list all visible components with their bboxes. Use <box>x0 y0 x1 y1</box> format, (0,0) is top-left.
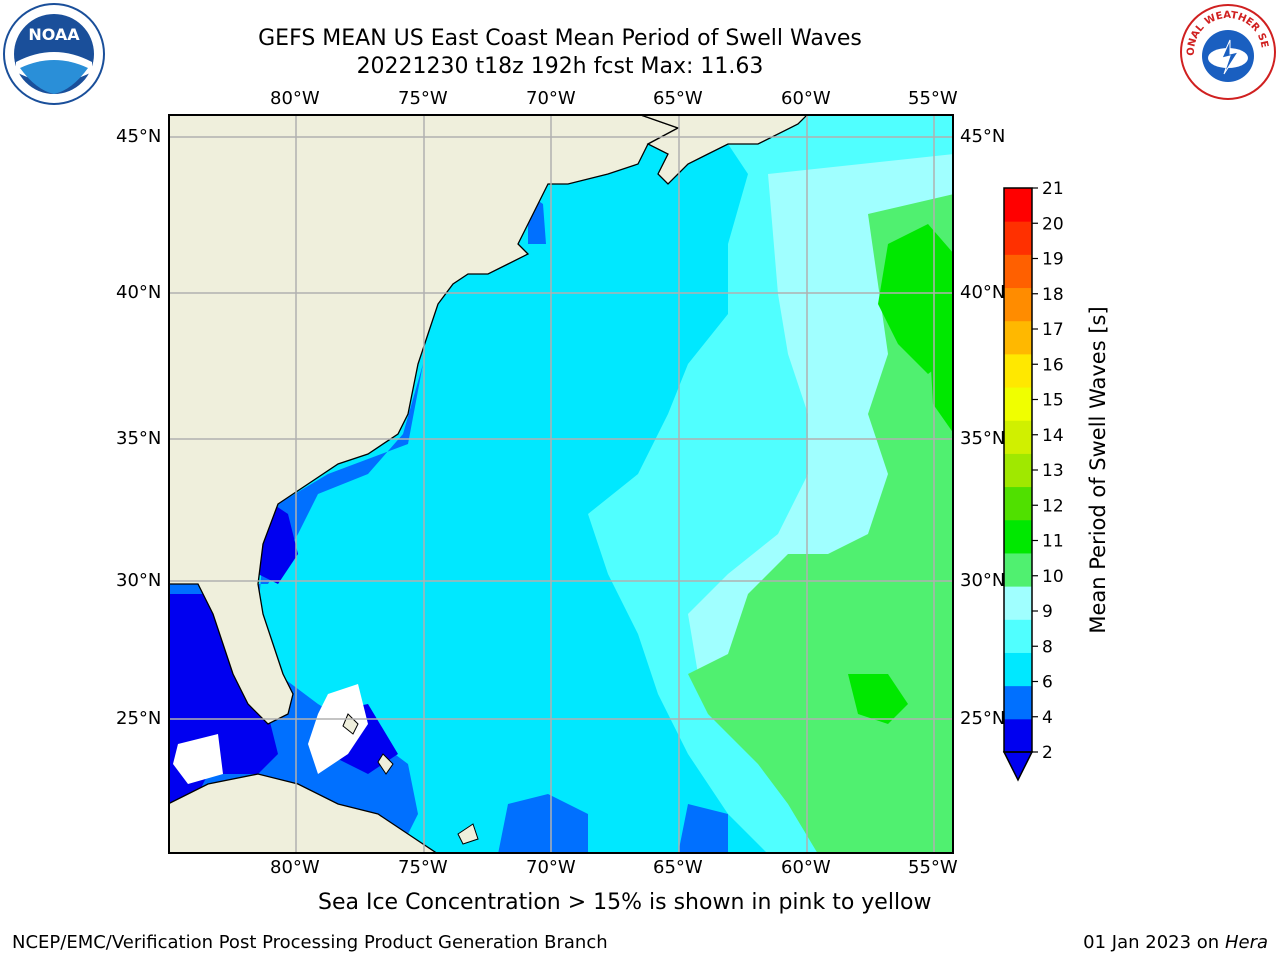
colorbar-tick-label: 4 <box>1042 708 1053 728</box>
lon-tick-top: 70°W <box>526 88 576 109</box>
colorbar-swatch <box>1004 619 1032 653</box>
no-data-area <box>308 684 368 774</box>
colorbar-ticks: 21 20 19 18 17 16 15 14 13 12 11 10 9 8 6 4 2 <box>1032 180 1064 763</box>
colorbar-tick-label: 20 <box>1042 214 1064 234</box>
colorbar-swatch <box>1004 221 1032 255</box>
lat-tick-left: 45°N <box>116 126 162 147</box>
colorbar-tick-label: 14 <box>1042 426 1064 446</box>
colorbar-swatch <box>1004 287 1032 322</box>
map-gridlines <box>168 114 954 854</box>
lon-tick-bottom: 60°W <box>781 857 831 878</box>
lon-tick-bottom: 70°W <box>526 857 576 878</box>
lon-tick-top: 80°W <box>270 88 320 109</box>
map-frame <box>168 114 954 854</box>
lon-tick-top: 60°W <box>781 88 831 109</box>
lat-tick-left: 30°N <box>116 570 162 591</box>
map-title: GEFS MEAN US East Coast Mean Period of S… <box>258 26 862 51</box>
colorbar-label: Mean Period of Swell Waves [s] <box>1086 306 1110 634</box>
lat-tick-left: 35°N <box>116 428 162 449</box>
colorbar-tick-label: 18 <box>1042 285 1064 305</box>
colorbar-swatch <box>1004 387 1032 421</box>
colorbar-tick-label: 16 <box>1042 355 1064 375</box>
lon-tick-top: 65°W <box>653 88 703 109</box>
colorbar-swatch <box>1004 718 1032 753</box>
colorbar-tick-label: 6 <box>1042 673 1053 693</box>
lat-tick-right: 30°N <box>960 570 1006 591</box>
footer-date: 01 Jan 2023 on Hera <box>1083 932 1268 953</box>
swell-period-map <box>168 114 954 854</box>
contour-2-4 <box>678 804 728 854</box>
lon-tick-top: 55°W <box>908 88 958 109</box>
colorbar-tick-label: 10 <box>1042 567 1064 587</box>
colorbar-swatch <box>1004 320 1032 355</box>
footer-credit: NCEP/EMC/Verification Post Processing Pr… <box>12 932 608 953</box>
colorbar-tick-label: 15 <box>1042 391 1064 411</box>
map-subtitle: 20221230 t18z 192h fcst Max: 11.63 <box>356 54 764 79</box>
contour-10-11 <box>848 674 908 724</box>
colorbar-swatch <box>1004 353 1032 388</box>
colorbar-swatch <box>1004 188 1032 222</box>
colorbar-swatches <box>1002 187 1034 782</box>
nws-logo: NATIONAL WEATHER SERVICE <box>1178 2 1276 100</box>
footer-host: Hera <box>1224 932 1268 953</box>
colorbar-extend-arrow <box>1002 751 1034 782</box>
lat-tick-left: 40°N <box>116 282 162 303</box>
lat-tick-right: 25°N <box>960 708 1006 729</box>
colorbar-tick-label: 9 <box>1042 602 1053 622</box>
colorbar-swatch <box>1004 453 1032 488</box>
colorbar-swatch <box>1004 420 1032 454</box>
colorbar-swatch <box>1004 519 1032 554</box>
noaa-logo-text: NOAA <box>28 25 80 44</box>
lat-tick-right: 35°N <box>960 428 1006 449</box>
lat-tick-right: 40°N <box>960 282 1006 303</box>
colorbar-tick-label: 21 <box>1042 180 1064 199</box>
land-bahamas <box>342 713 479 845</box>
lon-tick-bottom: 65°W <box>653 857 703 878</box>
colorbar-swatch <box>1004 254 1032 289</box>
lat-tick-left: 25°N <box>116 708 162 729</box>
colorbar-tick-label: 13 <box>1042 461 1064 481</box>
colorbar-tick-label: 12 <box>1042 496 1064 516</box>
colorbar-tick-label: 19 <box>1042 250 1064 270</box>
land-maritimes <box>637 114 809 185</box>
lon-tick-bottom: 75°W <box>398 857 448 878</box>
contour-2-4 <box>498 794 588 854</box>
colorbar-swatch <box>1004 652 1032 687</box>
lon-tick-top: 75°W <box>398 88 448 109</box>
colorbar-swatch <box>1004 552 1032 587</box>
lon-tick-bottom: 55°W <box>908 857 958 878</box>
land-cuba <box>168 773 440 854</box>
colorbar-tick-label: 2 <box>1042 743 1053 763</box>
colorbar-tick-label: 17 <box>1042 320 1064 340</box>
colorbar-swatch <box>1004 685 1032 720</box>
no-data-area <box>173 734 223 784</box>
colorbar: 21 20 19 18 17 16 15 14 13 12 11 10 9 8 6 4 2 <box>1002 180 1064 782</box>
lat-tick-right: 45°N <box>960 126 1006 147</box>
lon-tick-bottom: 80°W <box>270 857 320 878</box>
noaa-logo: NOAA <box>3 3 105 105</box>
colorbar-swatch <box>1004 586 1032 620</box>
colorbar-swatch <box>1004 486 1032 521</box>
colorbar-tick-label: 8 <box>1042 637 1053 657</box>
colorbar-tick-label: 11 <box>1042 532 1064 552</box>
footer-date-text: 01 Jan 2023 on <box>1083 932 1220 953</box>
sea-ice-note: Sea Ice Concentration > 15% is shown in … <box>318 890 932 915</box>
